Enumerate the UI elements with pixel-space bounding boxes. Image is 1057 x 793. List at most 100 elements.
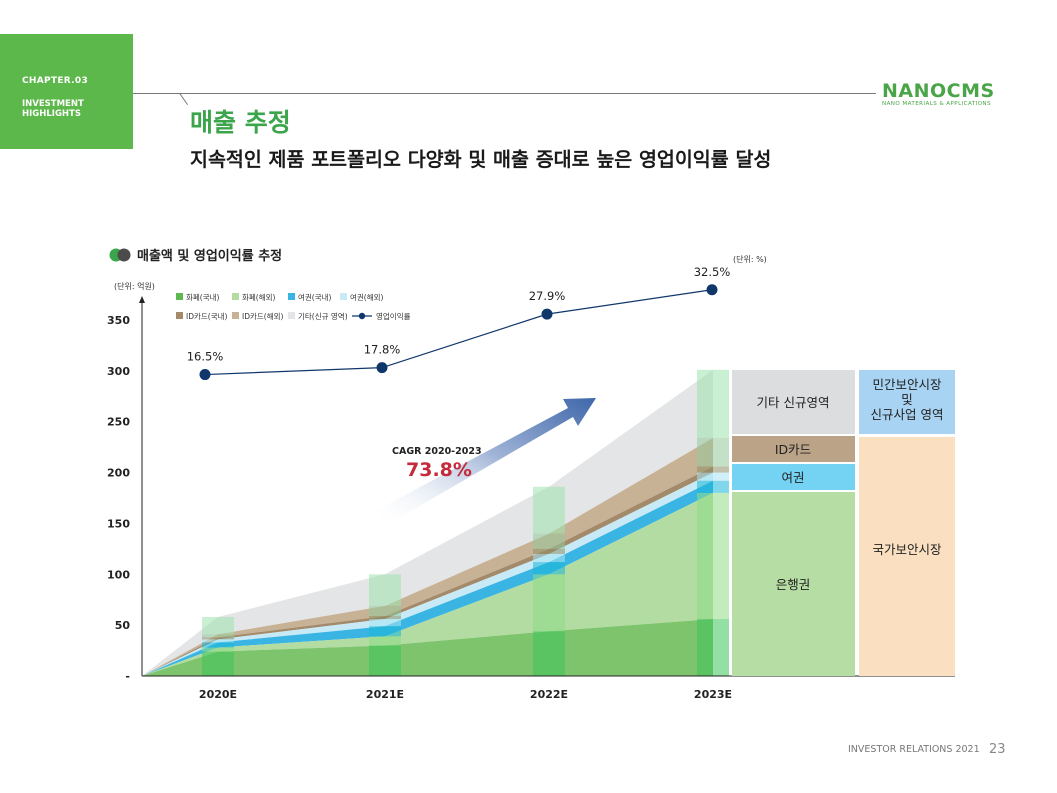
side-block-은행권 <box>732 492 855 676</box>
side-block-label: 및 <box>901 392 913 407</box>
area-화폐(해외) <box>142 492 713 676</box>
bar-2021E-ID카드(해외) <box>369 605 401 616</box>
margin-label: 32.5% <box>694 265 731 279</box>
bar-2023E-화폐(해외) <box>697 492 729 620</box>
side-block-label: 여권 <box>781 470 804 485</box>
margin-point-2020E <box>199 369 211 381</box>
legend-swatch <box>288 293 295 300</box>
bar-2021E-ID카드(국내) <box>369 615 401 620</box>
side-block-여권 <box>732 464 855 490</box>
legend-swatch <box>176 293 183 300</box>
bar-2020E-기타(신규 영역) <box>202 617 234 635</box>
bar-2022E-여권(해외) <box>533 553 565 563</box>
unit-left: (단위: 억원) <box>114 281 155 291</box>
legend-swatch <box>340 293 347 300</box>
x-tick-label: 2020E <box>199 688 237 701</box>
legend-label: ID카드(해외) <box>242 311 284 321</box>
legend-marker <box>358 312 366 320</box>
bar-2020E-여권(해외) <box>202 639 234 643</box>
y-tick-label: 100 <box>107 568 130 581</box>
unit-right: (단위: %) <box>733 254 767 264</box>
y-tick-label: 300 <box>107 365 130 378</box>
side-block-기타 신규영역 <box>732 370 855 434</box>
margin-point-2021E <box>376 362 388 374</box>
side-block-private-market <box>859 370 955 434</box>
company-logo-tagline: NANO MATERIALS & APPLICATIONS <box>882 101 991 107</box>
y-tick-label: 250 <box>107 416 130 429</box>
bar-2020E-화폐(해외) <box>202 647 234 652</box>
legend-label: 여권(해외) <box>350 292 384 302</box>
side-block-national-market <box>859 437 955 676</box>
legend-swatch <box>176 312 183 319</box>
side-block-label: 신규사업 영역 <box>871 407 944 422</box>
bar-2020E-여권(국내) <box>202 642 234 648</box>
bar-2023E-ID카드(국내) <box>697 466 729 473</box>
legend-swatch <box>232 293 239 300</box>
side-block-label: ID카드 <box>775 442 811 457</box>
bar-2023E-기타(신규 영역) <box>697 369 729 438</box>
bar-2021E-화폐(해외) <box>369 636 401 646</box>
bar-2021E-여권(국내) <box>369 626 401 637</box>
margin-point-2023E <box>706 284 718 296</box>
header-divider <box>133 93 876 94</box>
bar-2022E-화폐(국내) <box>533 631 565 676</box>
bar-2021E-기타(신규 영역) <box>369 574 401 606</box>
margin-label: 27.9% <box>529 289 566 303</box>
bar-2023E-여권(해외) <box>697 472 729 481</box>
bar-2022E-여권(국내) <box>533 562 565 575</box>
section-label: INVESTMENT HIGHLIGHTS <box>22 99 84 119</box>
y-tick-label: 350 <box>107 314 130 327</box>
side-block-label: 기타 신규영역 <box>757 395 830 410</box>
y-tick-label: 200 <box>107 467 130 480</box>
bar-2023E-ID카드(해외) <box>697 437 729 467</box>
side-block-ID카드 <box>732 436 855 462</box>
side-block-label: 민간보안시장 <box>872 377 942 392</box>
x-tick-label: 2022E <box>530 688 568 701</box>
bar-2021E-여권(해외) <box>369 619 401 627</box>
footer-label: INVESTOR RELATIONS 2021 <box>848 744 980 755</box>
margin-line <box>204 289 713 376</box>
company-logo: NANOCMS <box>882 80 995 102</box>
bar-2021E-화폐(국내) <box>369 645 401 676</box>
legend-swatch <box>288 312 295 319</box>
bar-2022E-ID카드(국내) <box>533 548 565 554</box>
growth-arrow <box>377 398 596 526</box>
legend-label: 화폐(국내) <box>186 292 220 302</box>
y-tick-label: 50 <box>115 619 131 632</box>
margin-label: 17.8% <box>364 343 401 357</box>
bar-2022E-ID카드(해외) <box>533 533 565 549</box>
bar-2020E-ID카드(국내) <box>202 637 234 640</box>
area-화폐(국내) <box>142 619 713 676</box>
chapter-label: CHAPTER.03 <box>22 76 89 86</box>
bar-2022E-기타(신규 영역) <box>533 486 565 534</box>
y-tick-label: 150 <box>107 517 130 530</box>
cagr-label: CAGR 2020-2023 <box>392 446 482 457</box>
legend-label: 기타(신규 영역) <box>298 311 348 321</box>
y-axis-arrow <box>139 296 145 303</box>
legend-label: 화폐(해외) <box>242 292 276 302</box>
x-tick-label: 2023E <box>694 688 732 701</box>
legend-label: ID카드(국내) <box>186 312 228 321</box>
bar-2023E-화폐(국내) <box>697 619 729 676</box>
page-subtitle: 지속적인 제품 포트폴리오 다양화 및 매출 증대로 높은 영업이익률 달성 <box>190 148 772 171</box>
legend-label: 여권(국내) <box>298 292 332 302</box>
legend-swatch <box>232 312 239 319</box>
y-tick-label: - <box>125 670 130 683</box>
chapter-tag: CHAPTER.03 INVESTMENT HIGHLIGHTS <box>0 34 133 149</box>
footer-page: 23 <box>989 742 1006 757</box>
margin-label: 16.5% <box>187 350 224 364</box>
page-title: 매출 추정 <box>190 108 291 137</box>
side-block-label: 은행권 <box>776 577 811 592</box>
bar-2020E-ID카드(해외) <box>202 634 234 638</box>
legend-label: 영업이익률 <box>376 311 411 321</box>
bar-2022E-화폐(해외) <box>533 574 565 632</box>
side-block-label: 국가보안시장 <box>872 542 942 557</box>
bar-2020E-화폐(국내) <box>202 651 234 676</box>
margin-point-2022E <box>541 308 553 320</box>
title-bullet-dark <box>117 248 131 262</box>
x-tick-label: 2021E <box>366 688 404 701</box>
bar-2023E-여권(국내) <box>697 480 729 493</box>
chart-title: 매출액 및 영업이익률 추정 <box>137 248 282 264</box>
cagr-value: 73.8% <box>406 459 472 481</box>
